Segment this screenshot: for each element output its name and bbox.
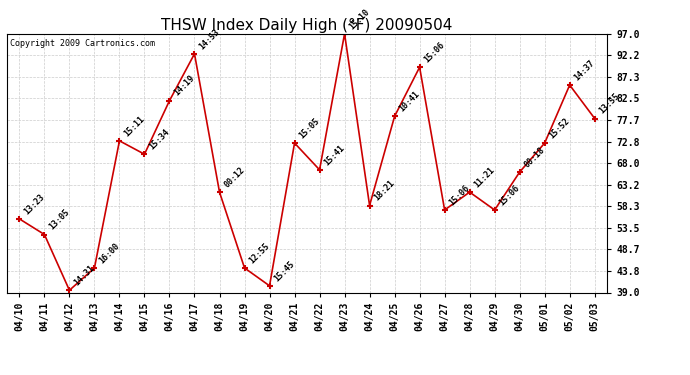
Text: 15:11: 15:11 <box>122 114 146 138</box>
Text: 15:06: 15:06 <box>447 183 471 207</box>
Text: 13:23: 13:23 <box>22 192 46 216</box>
Text: 15:06: 15:06 <box>422 40 446 64</box>
Text: 18:21: 18:21 <box>373 178 396 203</box>
Text: 16:00: 16:00 <box>97 241 121 265</box>
Text: 10:41: 10:41 <box>397 90 422 114</box>
Text: 14:31: 14:31 <box>72 264 96 288</box>
Text: 14:37: 14:37 <box>573 58 596 82</box>
Text: 13:55: 13:55 <box>598 92 622 116</box>
Text: 15:52: 15:52 <box>547 116 571 140</box>
Text: 14:19: 14:19 <box>172 74 196 98</box>
Text: 00:18: 00:18 <box>522 145 546 169</box>
Text: 15:45: 15:45 <box>273 259 296 283</box>
Text: 15:34: 15:34 <box>147 128 171 152</box>
Text: 12:55: 12:55 <box>247 241 271 265</box>
Text: 11:21: 11:21 <box>473 165 496 189</box>
Title: THSW Index Daily High (°F) 20090504: THSW Index Daily High (°F) 20090504 <box>161 18 453 33</box>
Text: Copyright 2009 Cartronics.com: Copyright 2009 Cartronics.com <box>10 39 155 48</box>
Text: 15:41: 15:41 <box>322 143 346 167</box>
Text: 13:05: 13:05 <box>47 208 71 232</box>
Text: 00:12: 00:12 <box>222 165 246 189</box>
Text: 15:05: 15:05 <box>297 116 322 140</box>
Text: 15:10: 15:10 <box>347 7 371 31</box>
Text: 14:53: 14:53 <box>197 27 221 51</box>
Text: 15:06: 15:06 <box>497 183 522 207</box>
